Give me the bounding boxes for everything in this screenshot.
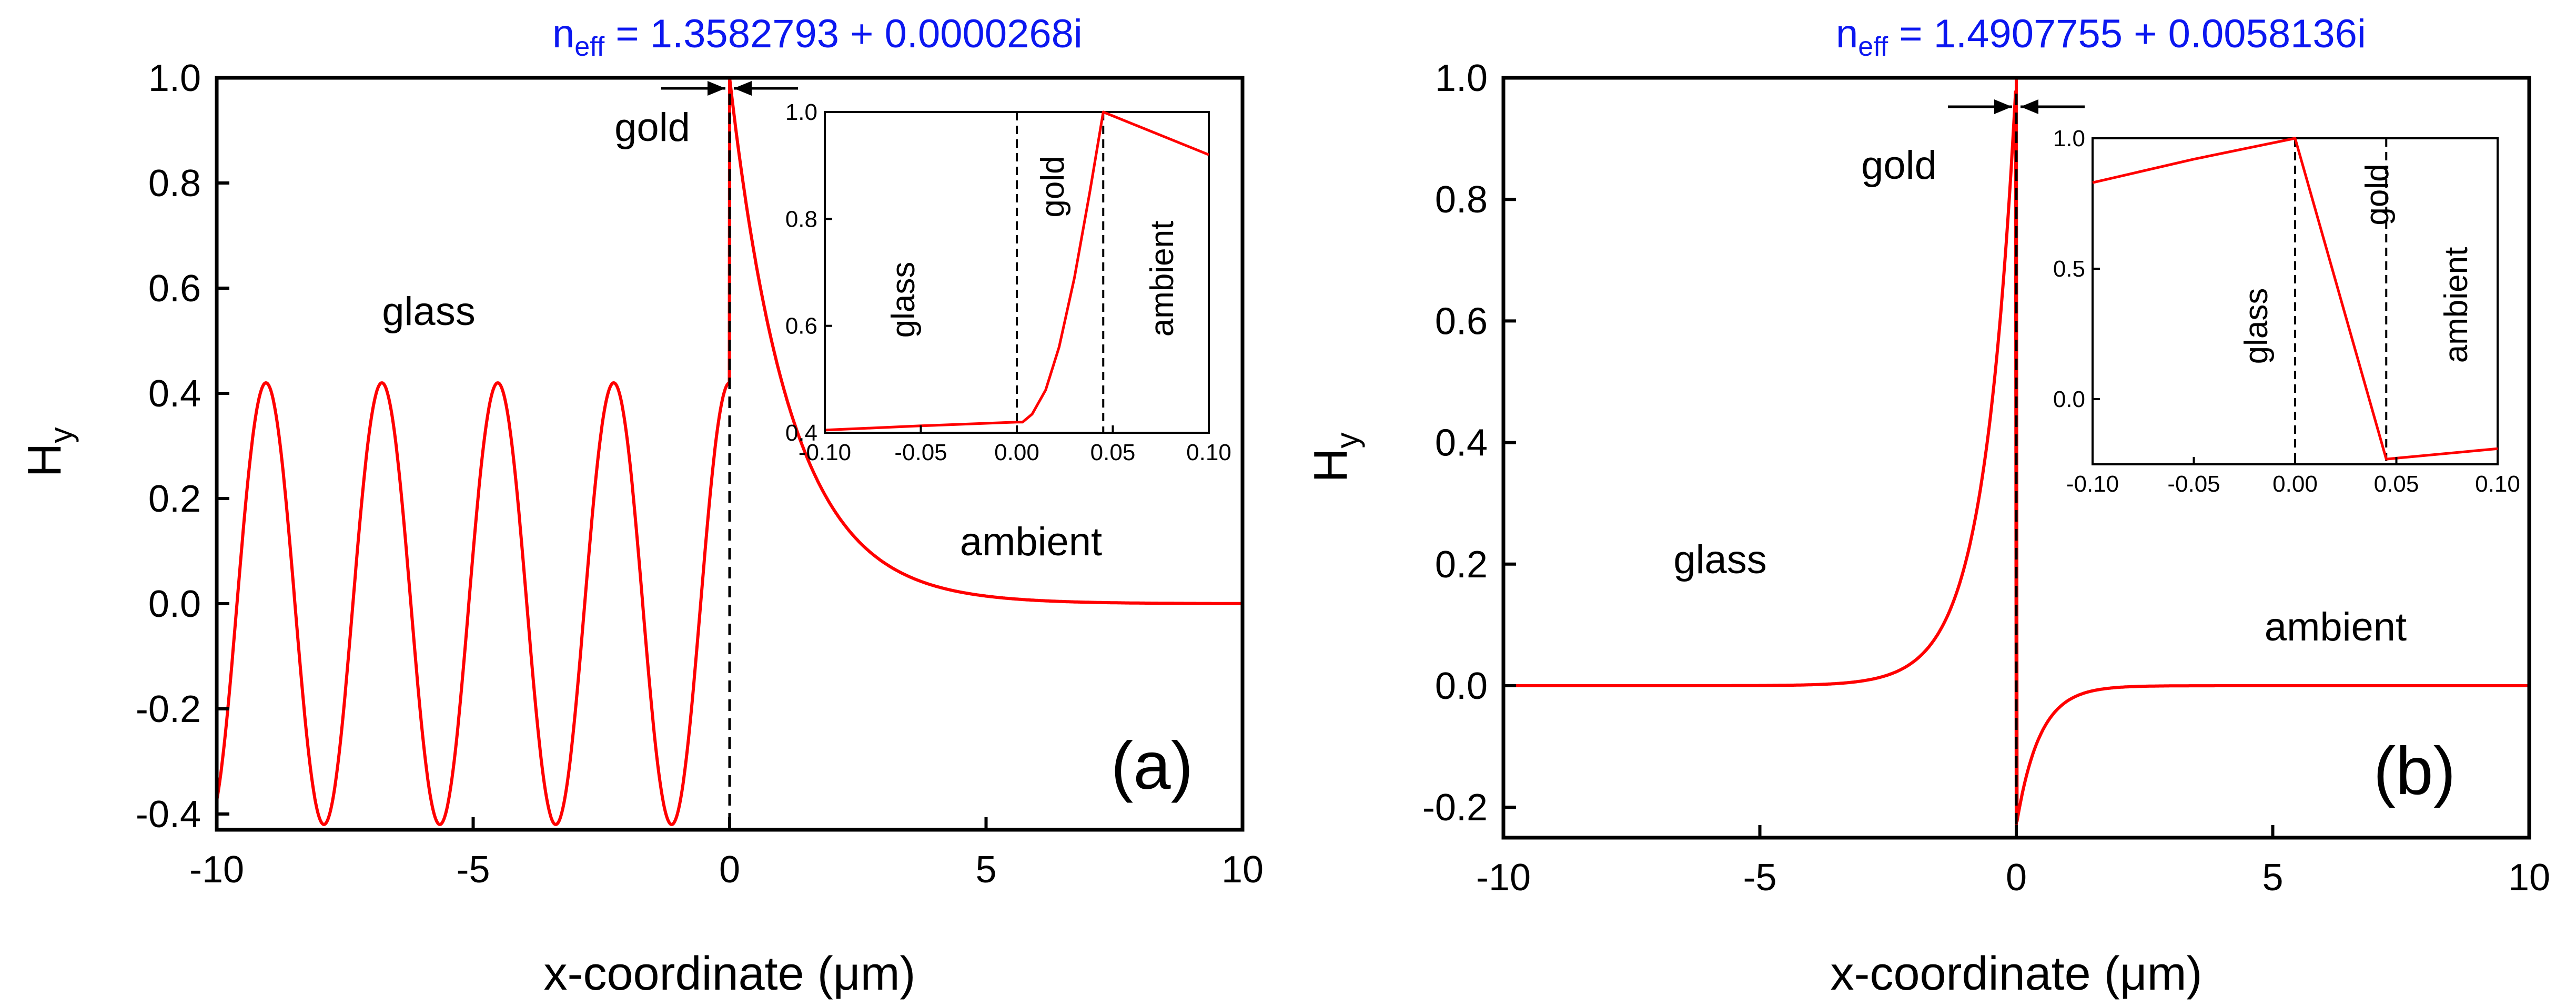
- y-tick-label: 0.2: [1435, 544, 1488, 586]
- inset-y-tick-label: 0.5: [2053, 256, 2085, 282]
- inset-region-label-glass: glass: [885, 262, 922, 338]
- x-tick-label: 0: [719, 849, 740, 891]
- gold-arrowhead-left: [708, 81, 725, 96]
- y-axis-label-main: H: [18, 443, 71, 477]
- y-tick-label: 0.0: [148, 583, 201, 625]
- inset-series-line: [824, 110, 1209, 432]
- y-tick-label: 0.2: [148, 478, 201, 520]
- inset-x-tick-label: 0.00: [2272, 471, 2318, 497]
- inset-x-tick-label: -0.10: [799, 440, 851, 465]
- y-tick-label: 0.8: [1435, 179, 1488, 221]
- region-label-ambient: ambient: [2265, 605, 2407, 649]
- neff-value: = 1.3582793 + 0.0000268i: [604, 12, 1083, 56]
- neff-subscript: eff: [1858, 32, 1888, 62]
- x-tick-label: 10: [1221, 849, 1264, 891]
- y-axis-label-sub: y: [1330, 433, 1365, 449]
- y-axis-label-main: H: [1305, 449, 1357, 483]
- region-label-ambient: ambient: [960, 520, 1102, 564]
- x-tick-label: -5: [456, 849, 490, 891]
- inset-y-tick-label: 1.0: [785, 99, 817, 125]
- x-axis-label: x-coordinate (μm): [543, 948, 915, 1000]
- inset-x-tick-label: 0.05: [1090, 440, 1136, 465]
- gold-arrowhead-right: [734, 81, 752, 96]
- inset-region-label-ambient: ambient: [2438, 247, 2474, 363]
- neff-subscript: eff: [574, 32, 604, 62]
- inset-frame: [2092, 137, 2499, 465]
- inset-series-line: [2092, 137, 2498, 461]
- x-tick-label: 5: [975, 849, 996, 891]
- inset-x-tick-label: 0.00: [994, 440, 1039, 465]
- inset-plot: -0.10 -0.05 0.00 0.05 0.10 0.4 0.6 0.8 1.0 glass g…: [785, 99, 1231, 465]
- inset-x-tick-label: 0.10: [1186, 440, 1231, 465]
- neff-value: = 1.4907755 + 0.0058136i: [1888, 12, 2366, 56]
- y-tick-label: 0.4: [1435, 422, 1488, 464]
- y-tick-label: 0.6: [148, 268, 201, 310]
- y-tick-label: 0.4: [148, 373, 201, 415]
- inset-x-tick-label: 0.10: [2475, 471, 2520, 497]
- y-tick-label: -0.2: [1422, 787, 1488, 829]
- x-tick-label: -10: [189, 849, 244, 891]
- panel-label: (a): [1111, 728, 1193, 803]
- inset-plot: -0.10 -0.05 0.00 0.05 0.10 0.0 0.5 1.0 glass gold…: [2053, 126, 2520, 497]
- inset-region-label-glass: glass: [2238, 288, 2275, 364]
- neff-annotation: neff = 1.4907755 + 0.0058136i: [1836, 12, 2366, 62]
- y-tick-label: 0.6: [1435, 300, 1488, 342]
- gold-arrowhead-left: [1994, 99, 2012, 114]
- inset-y-tick-label: 1.0: [2053, 126, 2085, 151]
- inset-x-tick-label: -0.05: [894, 440, 947, 465]
- region-label-gold: gold: [1861, 143, 1937, 188]
- y-tick-label: -0.2: [136, 688, 201, 730]
- chart-panel-a: -10 -5 0 5 10 -0.4 -0.2 0.0 0.2 0.4 0.6 0.8 1.0 x-coo…: [18, 12, 1264, 1000]
- x-tick-label: 0: [2006, 857, 2027, 899]
- y-tick-label: 0.0: [1435, 665, 1488, 707]
- y-tick-label: 1.0: [148, 57, 201, 99]
- y-tick-label: 1.0: [1435, 57, 1488, 99]
- chart-panel-b: -10 -5 0 5 10 -0.2 0.0 0.2 0.4 0.6 0.8 1.0 x-coordin…: [1305, 12, 2550, 1000]
- inset-region-label-ambient: ambient: [1144, 221, 1180, 337]
- neff-symbol: n: [1836, 12, 1858, 56]
- inset-y-tick-label: 0.6: [785, 313, 817, 339]
- x-tick-label: -5: [1743, 857, 1776, 899]
- y-axis-label: Hy: [18, 428, 79, 477]
- region-label-glass: glass: [382, 289, 475, 334]
- y-tick-label: 0.8: [148, 162, 201, 205]
- inset-region-label-gold: gold: [2359, 164, 2396, 225]
- y-tick-label: -0.4: [136, 794, 201, 836]
- x-tick-label: 5: [2262, 857, 2283, 899]
- inset-y-tick-label: 0.4: [785, 420, 817, 446]
- region-label-gold: gold: [614, 105, 690, 150]
- series-line-hy: [1502, 76, 2530, 827]
- panel-label: (b): [2373, 734, 2456, 809]
- inset-y-tick-label: 0.0: [2053, 386, 2085, 412]
- x-axis-label: x-coordinate (μm): [1830, 948, 2202, 1000]
- neff-annotation: neff = 1.3582793 + 0.0000268i: [552, 12, 1083, 62]
- inset-x-tick-label: 0.05: [2374, 471, 2419, 497]
- inset-x-tick-label: -0.05: [2167, 471, 2220, 497]
- x-tick-label: 10: [2508, 857, 2550, 899]
- neff-symbol: n: [552, 12, 574, 56]
- inset-y-tick-label: 0.8: [785, 206, 817, 232]
- region-label-glass: glass: [1673, 537, 1766, 582]
- inset-x-tick-label: -0.10: [2066, 471, 2119, 497]
- y-axis-label: Hy: [1305, 433, 1365, 483]
- y-axis-label-sub: y: [44, 428, 79, 443]
- x-tick-label: -10: [1476, 857, 1531, 899]
- gold-arrowhead-right: [2021, 99, 2038, 114]
- inset-region-label-gold: gold: [1035, 156, 1071, 217]
